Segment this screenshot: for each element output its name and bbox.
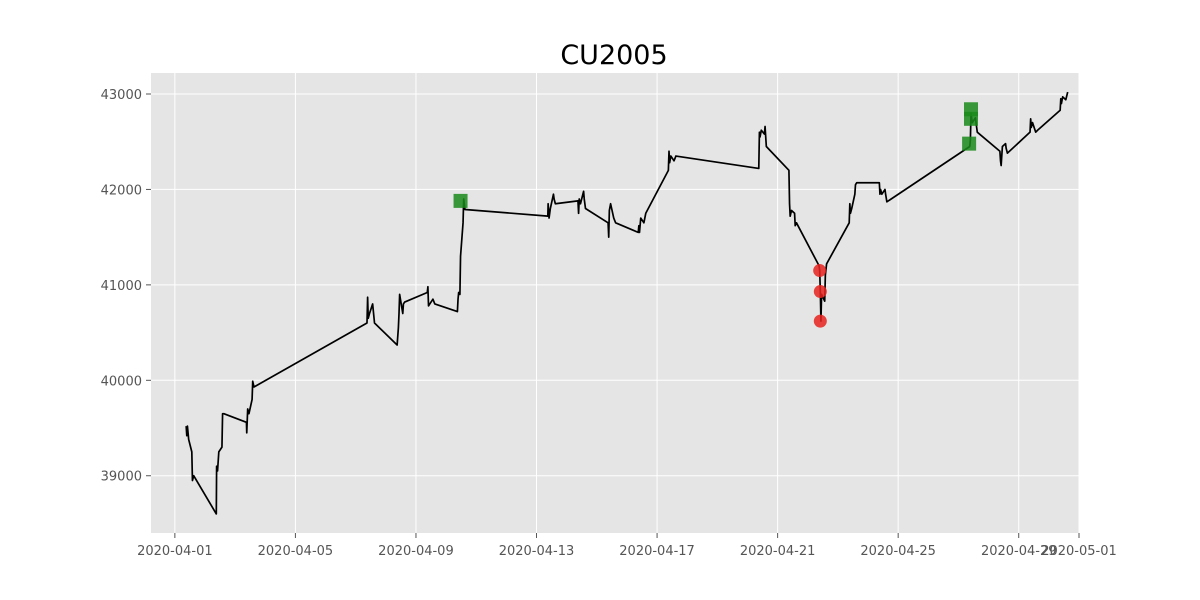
y-tick-label: 42000 [101, 183, 142, 198]
x-tick-label: 2020-05-01 [1041, 544, 1117, 559]
x-tick-label: 2020-04-13 [499, 544, 575, 559]
y-tick-label: 41000 [101, 279, 142, 294]
x-tick-label: 2020-04-01 [137, 544, 213, 559]
sell-marker [813, 314, 827, 328]
x-tick-label: 2020-04-09 [378, 544, 454, 559]
sell-marker [813, 285, 827, 299]
plot-area [151, 73, 1079, 533]
sell-marker [813, 264, 827, 278]
x-tick-label: 2020-04-29 [981, 544, 1057, 559]
x-tick-label: 2020-04-17 [619, 544, 695, 559]
grid-lines [151, 73, 1080, 533]
y-tick-label: 40000 [101, 374, 142, 389]
buy-marker [964, 102, 979, 117]
y-tick-label: 39000 [101, 470, 142, 485]
x-tick-label: 2020-04-21 [740, 544, 816, 559]
axes: 2020-04-01 2020-04-05 2020-04-09 2020-04-13… [101, 88, 1117, 559]
x-tick-label: 2020-04-25 [860, 544, 936, 559]
x-tick-label: 2020-04-05 [258, 544, 334, 559]
trade-markers [453, 102, 979, 328]
y-tick-label: 43000 [101, 88, 142, 103]
buy-marker [453, 193, 468, 208]
chart-title: CU2005 [560, 40, 667, 71]
buy-marker [962, 136, 977, 151]
